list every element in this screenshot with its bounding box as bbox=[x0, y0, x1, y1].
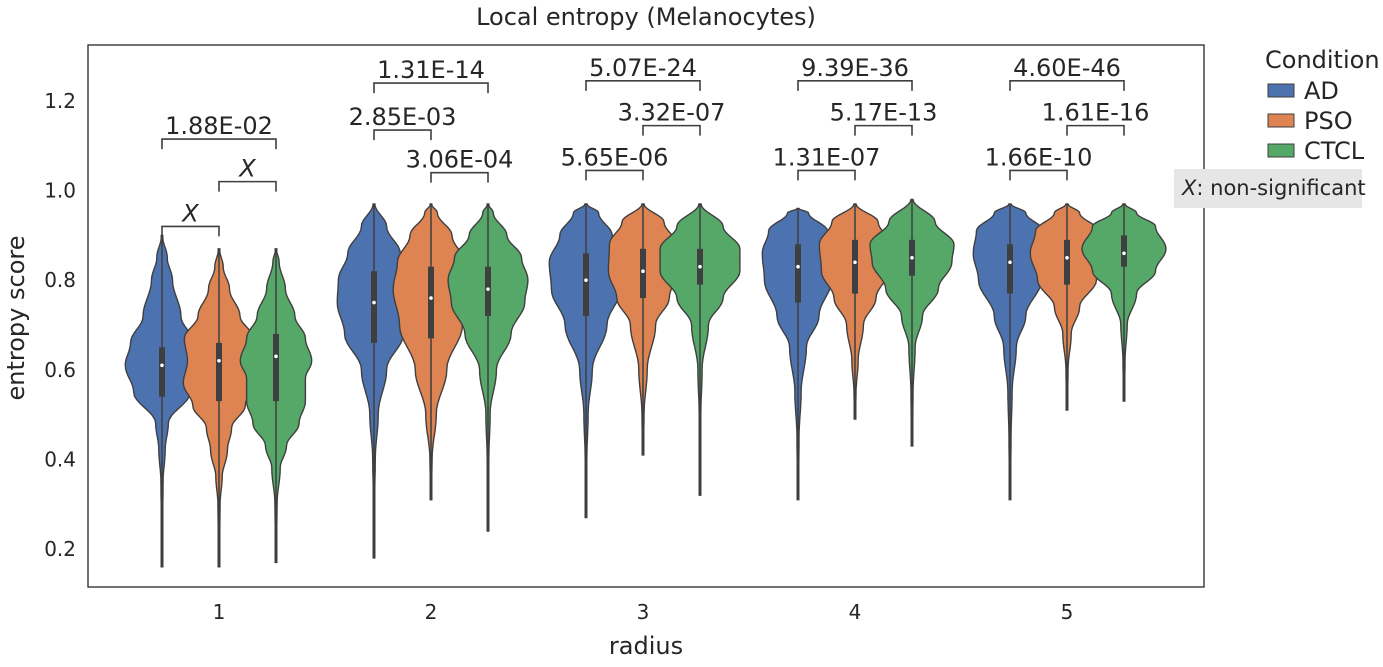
x-tick-label: 2 bbox=[425, 600, 438, 624]
significance-bracket bbox=[373, 82, 489, 94]
violin-iqr bbox=[273, 333, 279, 402]
violin-iqr bbox=[795, 244, 801, 303]
y-tick-label: 0.8 bbox=[44, 268, 76, 292]
violin-iqr bbox=[1121, 235, 1127, 267]
violin-iqr bbox=[1064, 239, 1070, 285]
violin-iqr bbox=[640, 248, 646, 299]
violin-iqr bbox=[371, 271, 377, 343]
violin-iqr bbox=[852, 239, 858, 294]
legend-swatch-pso bbox=[1267, 113, 1295, 128]
p-value-label: 1.66E-10 bbox=[985, 143, 1093, 171]
violin-iqr bbox=[583, 253, 589, 316]
p-value-label: 5.07E-24 bbox=[589, 54, 697, 82]
violin-iqr bbox=[159, 347, 165, 397]
y-tick-label: 1.0 bbox=[44, 179, 76, 203]
significance-bracket bbox=[797, 80, 913, 91]
p-value-label: 4.60E-46 bbox=[1013, 54, 1121, 82]
significance-bracket bbox=[642, 124, 701, 136]
violin-iqr bbox=[1007, 244, 1013, 294]
legend-title: Condition bbox=[1265, 46, 1380, 74]
significance-bracket bbox=[161, 225, 220, 237]
y-tick-label: 0.6 bbox=[44, 358, 76, 382]
violin-median bbox=[429, 296, 433, 300]
violin-median bbox=[372, 300, 376, 305]
significance-bracket bbox=[1009, 80, 1125, 91]
p-value-label: 3.06E-04 bbox=[406, 146, 514, 174]
legend-label-ctcl: CTCL bbox=[1304, 137, 1365, 165]
violin-iqr bbox=[428, 266, 434, 339]
significance-bracket bbox=[585, 169, 644, 181]
significance-bracket bbox=[585, 80, 701, 91]
violin-median bbox=[217, 358, 221, 363]
svg-text:X: non-significant: X: non-significant bbox=[1181, 176, 1366, 200]
note-text: : non-significant bbox=[1196, 176, 1365, 200]
x-tick-label: 4 bbox=[849, 600, 862, 624]
x-tick-label: 3 bbox=[637, 600, 650, 624]
x-axis-label: radius bbox=[609, 632, 683, 660]
violin-median bbox=[1008, 260, 1012, 265]
legend-swatch-ad bbox=[1267, 83, 1295, 98]
x-tick-label: 1 bbox=[213, 600, 226, 624]
p-value-label: 1.31E-14 bbox=[377, 56, 485, 84]
violin-median bbox=[910, 255, 914, 260]
violin-median bbox=[584, 278, 588, 282]
p-value-label: 5.65E-06 bbox=[561, 143, 669, 171]
legend-swatch-ctcl bbox=[1267, 143, 1295, 158]
chart-title: Local entropy (Melanocytes) bbox=[476, 3, 816, 31]
significance-bracket bbox=[161, 138, 277, 150]
violin-median bbox=[641, 269, 645, 274]
legend-label-pso: PSO bbox=[1304, 107, 1353, 135]
violin-median bbox=[1122, 251, 1126, 256]
p-value-label: 3.32E-07 bbox=[618, 99, 726, 127]
p-value-label: 9.39E-36 bbox=[801, 54, 909, 82]
p-value-label: X bbox=[180, 199, 199, 227]
violin-median bbox=[796, 264, 800, 269]
p-value-label: 2.85E-03 bbox=[349, 103, 457, 131]
p-value-label: 5.17E-13 bbox=[830, 99, 938, 127]
violin-iqr bbox=[216, 342, 222, 402]
violin-median bbox=[853, 260, 857, 265]
legend-label-ad: AD bbox=[1304, 77, 1339, 105]
significance-bracket bbox=[373, 129, 432, 141]
violin-iqr bbox=[485, 266, 491, 316]
y-tick-label: 0.4 bbox=[44, 447, 76, 471]
violin-median bbox=[274, 354, 278, 359]
note-box bbox=[1174, 169, 1362, 208]
plot-area: 0.2 0.4 0.6 0.8 1.0 1.2 1 2 3 4 5 X X 1.88E-02 2.85E-0… bbox=[44, 44, 1205, 624]
violin-median bbox=[160, 363, 164, 368]
y-tick-label: 1.2 bbox=[44, 89, 76, 113]
significance-note: X: non-significant bbox=[1174, 169, 1366, 208]
significance-bracket bbox=[218, 180, 277, 192]
significance-bracket bbox=[797, 169, 856, 181]
y-tick-label: 0.2 bbox=[44, 537, 76, 561]
significance-bracket bbox=[854, 124, 913, 136]
significance-bracket bbox=[430, 171, 489, 183]
violin-median bbox=[486, 287, 490, 291]
significance-bracket bbox=[1066, 124, 1125, 136]
p-value-label: 1.31E-07 bbox=[773, 143, 881, 171]
violin-median bbox=[698, 264, 702, 269]
y-axis-label: entropy score bbox=[2, 236, 30, 401]
plot-frame bbox=[87, 44, 1205, 588]
p-value-label: X bbox=[237, 155, 256, 183]
p-value-label: 1.88E-02 bbox=[165, 112, 273, 140]
violin-median bbox=[1065, 255, 1069, 260]
significance-bracket bbox=[1009, 169, 1068, 181]
x-tick-label: 5 bbox=[1061, 600, 1074, 624]
note-symbol: X bbox=[1181, 176, 1197, 200]
p-value-label: 1.61E-16 bbox=[1042, 99, 1150, 127]
